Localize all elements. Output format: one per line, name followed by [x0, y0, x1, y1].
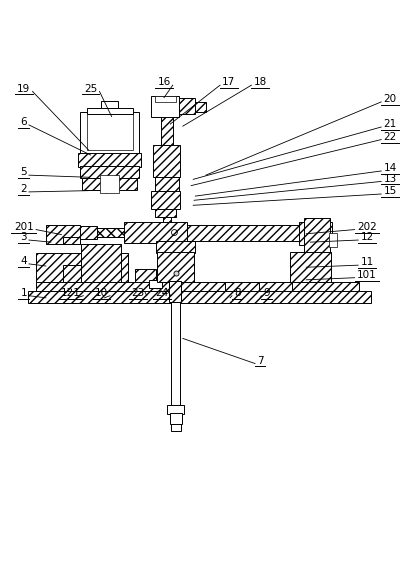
Bar	[80, 112, 139, 154]
Bar	[63, 237, 80, 244]
Bar	[171, 302, 180, 406]
Text: 16: 16	[158, 77, 171, 87]
Bar	[258, 282, 291, 291]
Text: 13: 13	[383, 174, 396, 183]
Bar	[304, 218, 330, 253]
Bar	[289, 252, 331, 282]
Text: 2: 2	[21, 184, 27, 194]
Text: 20: 20	[383, 94, 396, 104]
Text: 3: 3	[21, 232, 27, 242]
Text: 1: 1	[21, 288, 27, 298]
Bar	[87, 108, 133, 115]
Bar	[87, 115, 133, 150]
Text: 17: 17	[222, 77, 236, 87]
Bar	[155, 241, 195, 253]
Circle shape	[174, 271, 179, 276]
Bar	[329, 232, 337, 247]
Bar	[136, 269, 156, 282]
Bar	[81, 244, 121, 282]
Text: 121: 121	[61, 288, 81, 298]
Bar	[100, 175, 119, 193]
Bar	[155, 177, 179, 192]
Text: 12: 12	[360, 232, 374, 242]
Bar	[124, 222, 187, 243]
Text: 10: 10	[94, 288, 108, 298]
Bar	[171, 424, 181, 431]
Bar	[225, 282, 259, 291]
Bar	[169, 281, 181, 302]
Text: 201: 201	[14, 222, 34, 232]
Bar	[55, 226, 97, 239]
Text: 23: 23	[131, 288, 144, 298]
Text: 8: 8	[234, 288, 241, 298]
Text: 11: 11	[360, 257, 374, 268]
Bar	[78, 153, 141, 167]
Text: 18: 18	[254, 77, 267, 87]
Text: 21: 21	[383, 119, 396, 129]
Text: 15: 15	[383, 186, 396, 196]
Bar	[76, 228, 273, 237]
Text: 9: 9	[263, 288, 270, 298]
Text: 22: 22	[383, 132, 396, 141]
Bar	[155, 97, 176, 102]
Bar	[178, 98, 195, 115]
Text: 101: 101	[357, 270, 377, 280]
Bar	[163, 216, 171, 228]
Bar	[149, 280, 162, 288]
Text: 202: 202	[357, 222, 377, 232]
Bar	[36, 282, 359, 291]
Text: 19: 19	[17, 83, 30, 94]
Text: 7: 7	[257, 356, 263, 366]
Text: 24: 24	[155, 288, 168, 298]
Bar	[36, 253, 129, 282]
Bar	[151, 97, 178, 116]
Text: 5: 5	[21, 167, 27, 177]
Bar	[46, 225, 80, 244]
Bar	[101, 101, 118, 108]
Bar	[152, 145, 180, 177]
Bar	[82, 178, 137, 190]
Bar	[170, 414, 181, 424]
Bar	[151, 191, 180, 210]
Bar	[63, 265, 81, 282]
Bar	[157, 252, 194, 282]
Text: 4: 4	[21, 256, 27, 266]
Text: 25: 25	[84, 83, 97, 94]
Text: 6: 6	[21, 117, 27, 127]
Bar	[80, 166, 139, 178]
Bar	[167, 404, 184, 414]
Bar	[187, 225, 304, 241]
Bar	[161, 116, 173, 146]
Bar	[155, 208, 176, 217]
Bar	[28, 291, 371, 303]
Bar	[195, 102, 206, 112]
Text: 14: 14	[383, 163, 396, 173]
Bar	[299, 223, 332, 245]
